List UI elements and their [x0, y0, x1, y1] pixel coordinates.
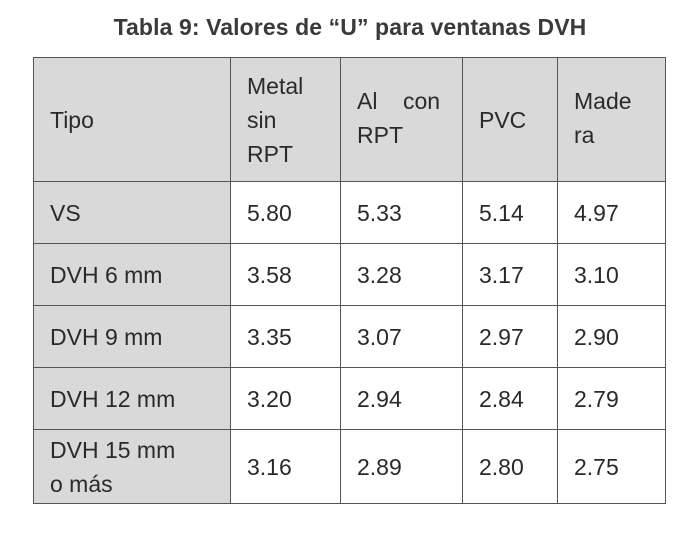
table-header-row: Tipo Metal sin RPT Al con RPT PVC Made r…: [33, 57, 666, 182]
value-al: 3.07: [340, 305, 463, 368]
header-tipo-label: Tipo: [50, 106, 94, 133]
u-values-table: Tipo Metal sin RPT Al con RPT PVC Made r…: [33, 57, 666, 504]
table-caption: Tabla 9: Valores de “U” para ventanas DV…: [113, 14, 587, 40]
header-al-line-2: RPT: [357, 122, 403, 148]
table-row: VS 5.80 5.33 5.14 4.97: [33, 181, 666, 244]
header-madera-line-2: ra: [574, 122, 595, 148]
row-tipo-label-line-2: o más: [50, 470, 113, 497]
row-tipo: VS: [33, 181, 231, 244]
row-tipo: DVH 12 mm: [33, 367, 231, 430]
row-tipo: DVH 9 mm: [33, 305, 231, 368]
value-al: 2.94: [340, 367, 463, 430]
row-tipo-label: VS: [50, 199, 81, 226]
header-metal-line-1: Metal: [247, 72, 304, 99]
value-madera: 2.90: [557, 305, 666, 368]
value-metal: 3.58: [230, 243, 341, 306]
value-al: 2.89: [340, 429, 463, 504]
row-tipo-label: DVH 9 mm: [50, 323, 163, 350]
value-madera: 2.75: [557, 429, 666, 504]
value-pvc: 2.97: [462, 305, 558, 368]
header-al-con-rpt: Al con RPT: [340, 57, 463, 182]
value-pvc: 3.17: [462, 243, 558, 306]
header-pvc: PVC: [462, 57, 558, 182]
header-pvc-label: PVC: [479, 106, 527, 133]
value-metal: 3.35: [230, 305, 341, 368]
value-al: 3.28: [340, 243, 463, 306]
value-pvc: 5.14: [462, 181, 558, 244]
table-row: DVH 9 mm 3.35 3.07 2.97 2.90: [33, 305, 666, 368]
header-metal-line-2: sin: [247, 106, 277, 133]
header-madera-line-1: Made: [574, 88, 632, 114]
table-row: DVH 15 mm o más 3.16 2.89 2.80 2.75: [33, 429, 666, 504]
value-madera: 4.97: [557, 181, 666, 244]
value-metal: 3.20: [230, 367, 341, 430]
table-row: DVH 12 mm 3.20 2.94 2.84 2.79: [33, 367, 666, 430]
row-tipo-label: DVH 12 mm: [50, 385, 176, 412]
table-row: DVH 6 mm 3.58 3.28 3.17 3.10: [33, 243, 666, 306]
row-tipo-label-line-1: DVH 15 mm: [50, 436, 176, 463]
value-madera: 3.10: [557, 243, 666, 306]
value-metal: 3.16: [230, 429, 341, 504]
header-metal-sin-rpt: Metal sin RPT: [230, 57, 341, 182]
header-tipo: Tipo: [33, 57, 231, 182]
value-al: 5.33: [340, 181, 463, 244]
value-madera: 2.79: [557, 367, 666, 430]
value-pvc: 2.80: [462, 429, 558, 504]
header-al-line-1: Al con: [357, 88, 441, 114]
header-metal-line-3: RPT: [247, 140, 293, 167]
row-tipo: DVH 15 mm o más: [33, 429, 231, 504]
value-metal: 5.80: [230, 181, 341, 244]
value-pvc: 2.84: [462, 367, 558, 430]
header-madera: Made ra: [557, 57, 666, 182]
row-tipo-label: DVH 6 mm: [50, 261, 163, 288]
row-tipo: DVH 6 mm: [33, 243, 231, 306]
